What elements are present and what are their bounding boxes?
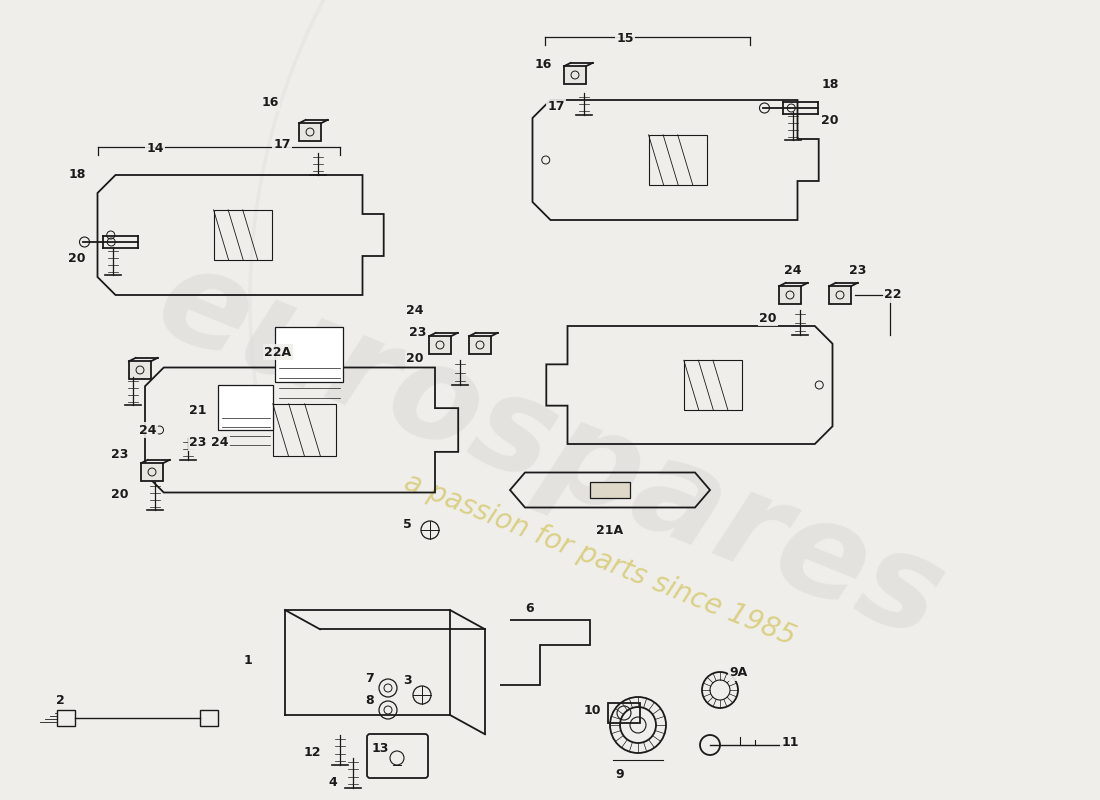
Text: 22A: 22A [264, 346, 292, 358]
Text: 21A: 21A [596, 523, 624, 537]
Text: 16: 16 [262, 97, 278, 110]
Text: 5: 5 [403, 518, 411, 531]
Text: 18: 18 [68, 169, 86, 182]
Bar [590, 482, 630, 498]
Text: 13: 13 [372, 742, 388, 754]
Bar [608, 703, 640, 723]
Bar [299, 123, 321, 141]
Text: 12: 12 [304, 746, 321, 758]
Text: 15: 15 [616, 31, 634, 45]
Text: 4: 4 [329, 777, 338, 790]
Text: 23: 23 [111, 449, 129, 462]
Bar [275, 327, 343, 382]
Text: 7: 7 [365, 671, 374, 685]
Text: 9: 9 [616, 769, 625, 782]
Text: 22: 22 [884, 289, 902, 302]
Bar [129, 362, 151, 379]
Text: 23: 23 [409, 326, 427, 338]
Text: 24: 24 [140, 423, 156, 437]
Text: 21: 21 [189, 403, 207, 417]
Text: 11: 11 [781, 735, 799, 749]
Text: 8: 8 [365, 694, 374, 706]
Bar [779, 286, 801, 304]
Bar [200, 710, 218, 726]
Text: 20: 20 [111, 489, 129, 502]
Text: 3: 3 [403, 674, 411, 686]
Bar [469, 336, 491, 354]
Text: 20: 20 [406, 351, 424, 365]
Text: 20: 20 [759, 311, 777, 325]
Bar [829, 286, 851, 304]
Text: 1: 1 [243, 654, 252, 666]
Text: 9A: 9A [729, 666, 747, 679]
Text: 23: 23 [189, 437, 207, 450]
Text: 17: 17 [548, 101, 564, 114]
Text: 24: 24 [784, 263, 802, 277]
Text: 16: 16 [535, 58, 552, 71]
Text: 18: 18 [822, 78, 838, 91]
Text: 20: 20 [68, 251, 86, 265]
Bar [141, 463, 163, 481]
Bar [57, 710, 75, 726]
Bar [564, 66, 586, 84]
Text: a passion for parts since 1985: a passion for parts since 1985 [400, 469, 800, 651]
Text: 23: 23 [849, 263, 867, 277]
Text: 17: 17 [273, 138, 290, 151]
Text: eurospares: eurospares [140, 234, 960, 666]
Text: 24: 24 [211, 437, 229, 450]
Text: 6: 6 [526, 602, 535, 614]
Text: 24: 24 [406, 303, 424, 317]
Text: 2: 2 [56, 694, 65, 706]
Text: 10: 10 [583, 703, 601, 717]
Bar [218, 385, 273, 430]
Text: 20: 20 [822, 114, 838, 126]
Bar [429, 336, 451, 354]
Text: 14: 14 [146, 142, 164, 154]
